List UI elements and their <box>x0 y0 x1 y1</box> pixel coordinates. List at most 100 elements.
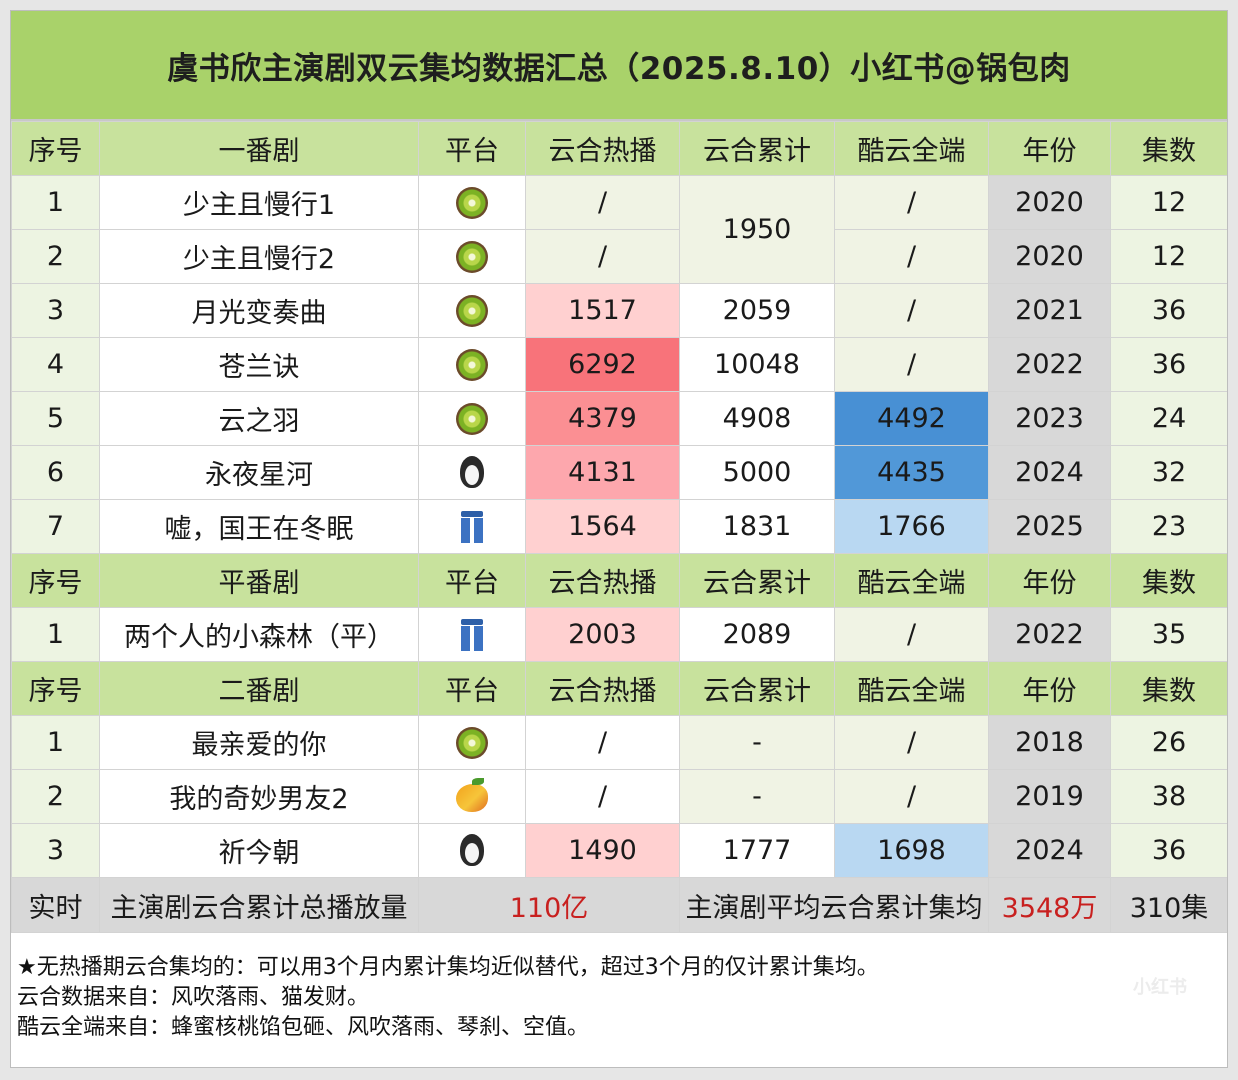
year: 2019 <box>988 769 1111 824</box>
year: 2025 <box>988 499 1111 554</box>
header-cell: 一番剧 <box>99 121 419 176</box>
kuyun-all: / <box>834 229 989 284</box>
note-line: 酷云全端来自：蜂蜜核桃馅包砸、风吹落雨、琴刹、空值。 <box>17 1015 590 1040</box>
drama-name: 嘘，国王在冬眠 <box>99 499 419 554</box>
yunhe-acc: - <box>679 769 835 824</box>
yunhe-acc: 4908 <box>679 391 835 446</box>
drama-name: 少主且慢行2 <box>99 229 419 284</box>
header-cell: 二番剧 <box>99 661 419 716</box>
header-cell: 平台 <box>418 661 526 716</box>
data-table: 序号 一番剧 平台 云合热播 云合累计 酷云全端 年份 集数 1 少主且慢行1 … <box>11 121 1227 933</box>
yunhe-hot: 1490 <box>525 823 680 878</box>
table-row: 2 少主且慢行2 / / 2020 12 <box>11 229 1227 284</box>
kiwi-icon <box>456 294 488 327</box>
header-row-flat: 序号 平番剧 平台 云合热播 云合累计 酷云全端 年份 集数 <box>11 553 1227 608</box>
year: 2022 <box>988 337 1111 392</box>
episodes: 35 <box>1110 607 1227 662</box>
table-row: 3 祈今朝 1490 1777 1698 2024 36 <box>11 823 1227 878</box>
kuyun-all: / <box>834 607 989 662</box>
yunhe-hot: 1517 <box>525 283 680 338</box>
yunhe-acc: 2089 <box>679 607 835 662</box>
row-index: 4 <box>11 337 100 392</box>
platform-cell <box>418 175 526 230</box>
penguin-icon <box>460 455 484 490</box>
header-cell: 云合热播 <box>525 121 680 176</box>
header-cell: 集数 <box>1110 121 1227 176</box>
note-line: 云合数据来自：风吹落雨、猫发财。 <box>17 985 370 1010</box>
header-cell: 云合热播 <box>525 553 680 608</box>
row-index: 3 <box>11 823 100 878</box>
header-cell: 序号 <box>11 661 100 716</box>
summary-avg-label: 主演剧平均云合累计集均 <box>679 877 989 933</box>
episodes: 23 <box>1110 499 1227 554</box>
summary-row: 实时 主演剧云合累计总播放量 110亿 主演剧平均云合累计集均 3548万 31… <box>11 877 1227 933</box>
episodes: 36 <box>1110 823 1227 878</box>
header-cell: 年份 <box>988 661 1111 716</box>
drama-name: 少主且慢行1 <box>99 175 419 230</box>
yunhe-acc: 1777 <box>679 823 835 878</box>
drama-name: 苍兰诀 <box>99 337 419 392</box>
episodes: 12 <box>1110 229 1227 284</box>
table-row: 2 我的奇妙男友2 / - / 2019 38 <box>11 769 1227 824</box>
drama-name: 两个人的小森林（平） <box>99 607 419 662</box>
mango-icon <box>456 777 488 812</box>
platform-cell <box>418 283 526 338</box>
platform-cell <box>418 769 526 824</box>
yunhe-hot: / <box>525 715 680 770</box>
platform-cell <box>418 499 526 554</box>
kuyun-all: / <box>834 769 989 824</box>
summary-label: 实时 <box>11 877 100 933</box>
year: 2024 <box>988 445 1111 500</box>
platform-cell <box>418 337 526 392</box>
yunhe-acc: 1831 <box>679 499 835 554</box>
row-index: 1 <box>11 175 100 230</box>
yunhe-hot: 2003 <box>525 607 680 662</box>
episodes: 12 <box>1110 175 1227 230</box>
episodes: 38 <box>1110 769 1227 824</box>
table-row: 1 两个人的小森林（平） 2003 2089 / 2022 35 <box>11 607 1227 662</box>
row-index: 1 <box>11 607 100 662</box>
yunhe-hot: 6292 <box>525 337 680 392</box>
kuyun-all: 4435 <box>834 445 989 500</box>
kiwi-icon <box>456 348 488 381</box>
yunhe-hot: / <box>525 175 680 230</box>
header-cell: 序号 <box>11 553 100 608</box>
yunhe-acc: 2059 <box>679 283 835 338</box>
kuyun-all: 1698 <box>834 823 989 878</box>
yunhe-hot: / <box>525 769 680 824</box>
row-index: 5 <box>11 391 100 446</box>
drama-name: 月光变奏曲 <box>99 283 419 338</box>
summary-avg-value: 3548万 <box>988 877 1111 933</box>
note-line: ★无热播期云合集均的：可以用3个月内累计集均近似替代，超过3个月的仅计累计集均。 <box>17 955 879 980</box>
year: 2020 <box>988 229 1111 284</box>
header-cell: 云合累计 <box>679 121 835 176</box>
yunhe-hot: 4131 <box>525 445 680 500</box>
drama-name: 永夜星河 <box>99 445 419 500</box>
episodes: 26 <box>1110 715 1227 770</box>
table-row: 7 嘘，国王在冬眠 1564 1831 1766 2025 23 <box>11 499 1227 554</box>
platform-cell <box>418 823 526 878</box>
yunhe-acc: 10048 <box>679 337 835 392</box>
row-index: 7 <box>11 499 100 554</box>
kuyun-all: / <box>834 175 989 230</box>
jeans-icon <box>461 510 483 543</box>
kuyun-all: / <box>834 283 989 338</box>
header-cell: 平番剧 <box>99 553 419 608</box>
year: 2022 <box>988 607 1111 662</box>
table-row: 5 云之羽 4379 4908 4492 2023 24 <box>11 391 1227 446</box>
yunhe-acc: 5000 <box>679 445 835 500</box>
header-cell: 平台 <box>418 121 526 176</box>
kuyun-all: 1766 <box>834 499 989 554</box>
year: 2021 <box>988 283 1111 338</box>
watermark: 小红书 <box>1133 977 1187 998</box>
kiwi-icon <box>456 186 488 219</box>
episodes: 24 <box>1110 391 1227 446</box>
year: 2023 <box>988 391 1111 446</box>
summary-episodes: 310集 <box>1110 877 1227 933</box>
table-row: 1 最亲爱的你 / - / 2018 26 <box>11 715 1227 770</box>
summary-total-value: 110亿 <box>418 877 680 933</box>
header-cell: 酷云全端 <box>834 553 989 608</box>
year: 2024 <box>988 823 1111 878</box>
yunhe-acc: 1950 <box>679 175 835 284</box>
page-title: 虞书欣主演剧双云集均数据汇总（2025.8.10）小红书@锅包肉 <box>11 11 1227 121</box>
